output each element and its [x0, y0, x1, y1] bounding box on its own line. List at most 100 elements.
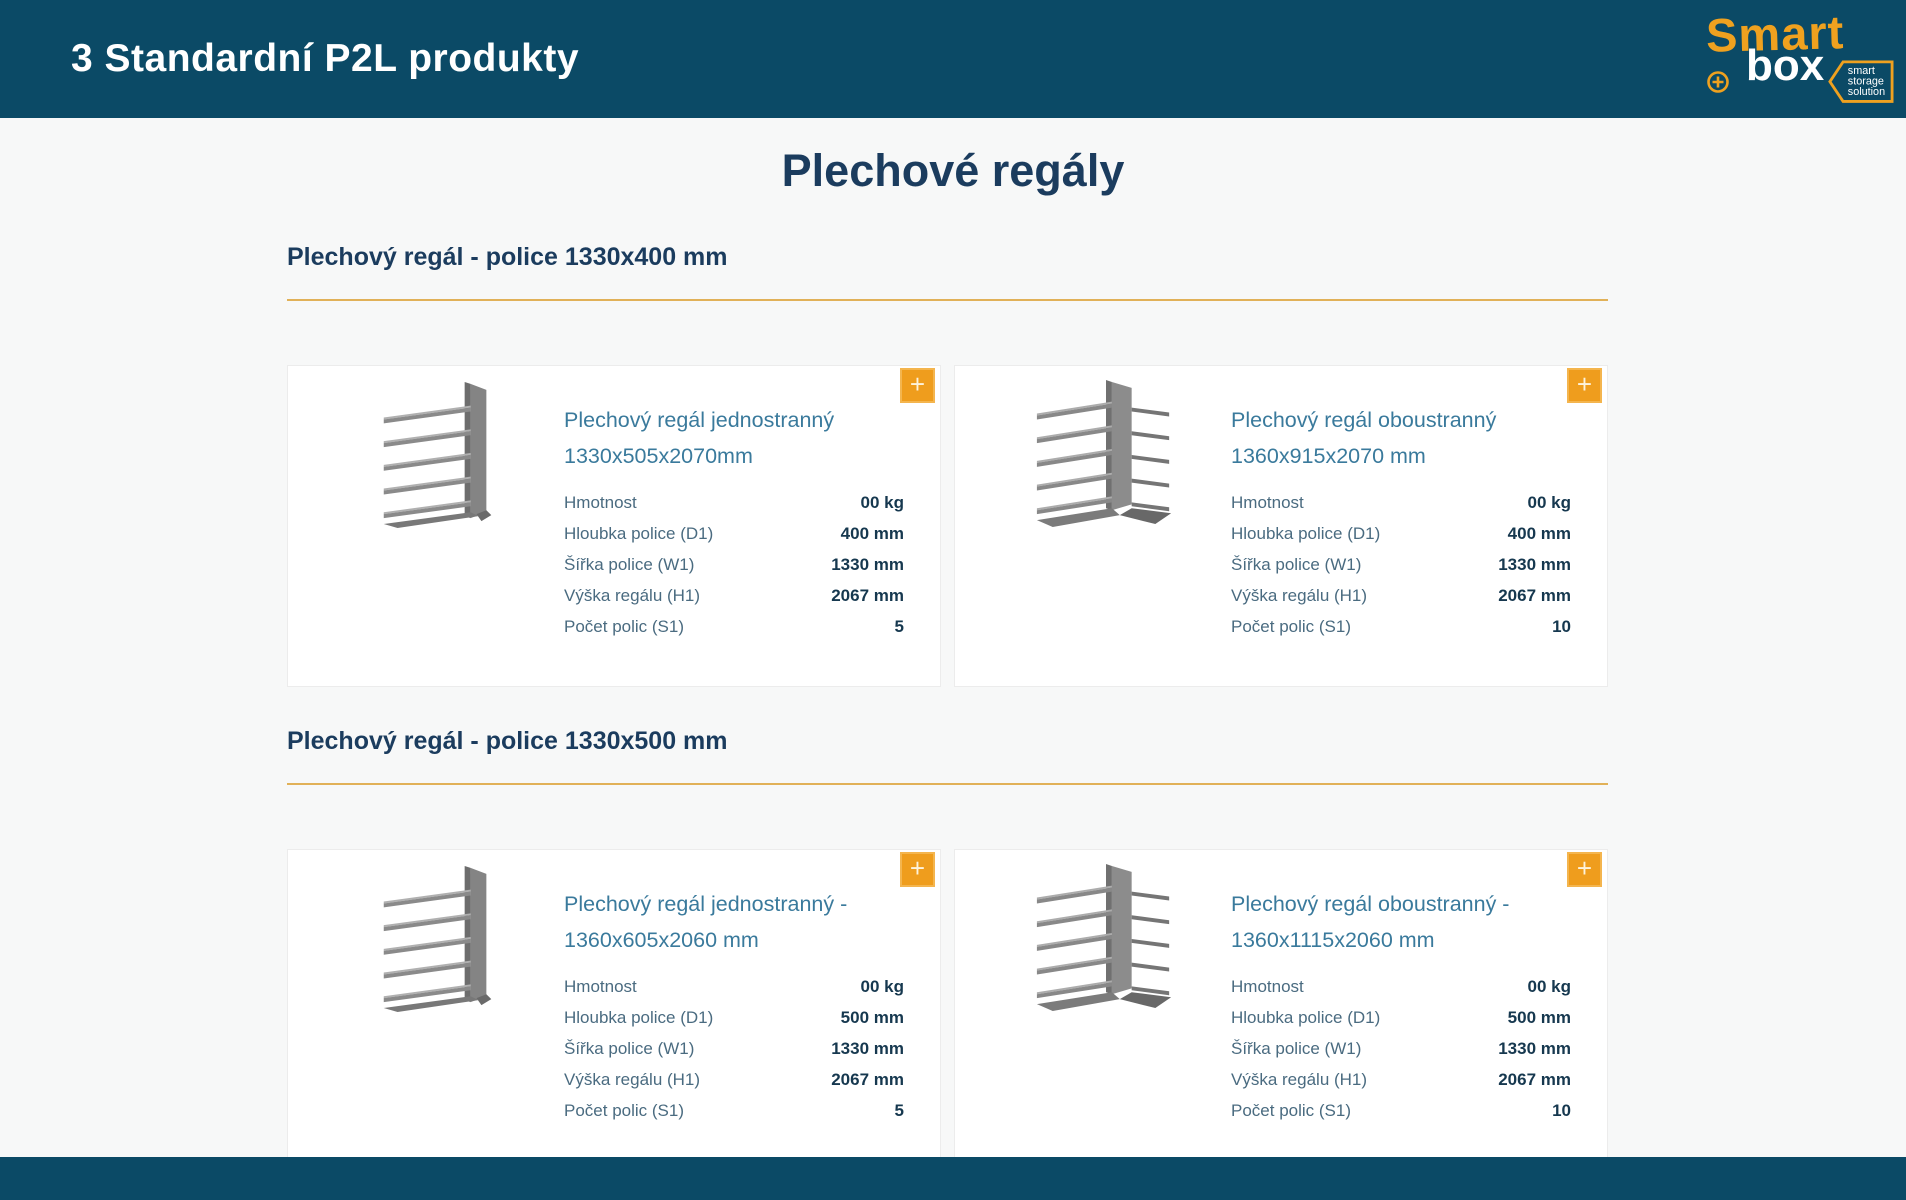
spec-value: 1330 mm	[1498, 1038, 1571, 1058]
spec-value: 00 kg	[1527, 976, 1571, 996]
shelf-double-icon	[1027, 378, 1185, 528]
spec-value: 2067 mm	[1498, 1069, 1571, 1089]
product-title: Plechový regál jednostranný 1330x505x207…	[564, 408, 835, 468]
spec-label: Hloubka police (D1)	[1231, 523, 1381, 543]
product-info: Plechový regál oboustranný - 1360x1115x2…	[1231, 886, 1571, 1126]
shelf-double-icon	[1027, 862, 1185, 1012]
spec-label: Výška regálu (H1)	[564, 1069, 701, 1089]
spec-row: Počet polic (S1) 10	[1231, 611, 1571, 642]
add-button[interactable]: +	[1567, 852, 1602, 887]
tagline-chevron-outline	[1828, 60, 1894, 103]
spec-row: Hmotnost 00 kg	[1231, 971, 1571, 1002]
spec-label: Hmotnost	[1231, 976, 1304, 996]
spec-row: Počet polic (S1) 5	[564, 611, 904, 642]
tagline-line: storage	[1848, 76, 1884, 88]
spec-label: Šířka police (W1)	[564, 554, 695, 574]
product-title: Plechový regál oboustranný - 1360x1115x2…	[1231, 892, 1510, 952]
plus-icon: +	[909, 853, 926, 883]
spec-label: Hmotnost	[564, 492, 637, 512]
section-heading: Plechový regál - police 1330x500 mm	[287, 727, 728, 755]
spec-value: 400 mm	[840, 523, 904, 543]
spec-label: Počet polic (S1)	[564, 1100, 684, 1120]
product-title: Plechový regál oboustranný 1360x915x2070…	[1231, 408, 1497, 468]
spec-value: 00 kg	[860, 976, 904, 996]
header-title: 3 Standardní P2L produkty	[71, 37, 580, 80]
product-card: + Plechový regál oboustranný - 1360x1115…	[954, 849, 1608, 1171]
tagline-line: smart	[1848, 65, 1875, 77]
spec-row: Šířka police (W1) 1330 mm	[564, 1033, 904, 1064]
spec-row: Výška regálu (H1) 2067 mm	[564, 580, 904, 611]
spec-value: 1330 mm	[1498, 554, 1571, 574]
shelf-single-icon	[360, 862, 518, 1012]
product-card: + Plechový regál jednostranný 1330x505x2…	[287, 365, 941, 687]
plus-icon: +	[909, 369, 926, 399]
spec-row: Hloubka police (D1) 400 mm	[564, 518, 904, 549]
product-card: + Plechový regál oboustranný 1360x915x20…	[954, 365, 1608, 687]
spec-label: Hmotnost	[1231, 492, 1304, 512]
tagline-line: solution	[1848, 86, 1885, 98]
spec-value: 2067 mm	[831, 585, 904, 605]
spec-label: Počet polic (S1)	[564, 616, 684, 636]
spec-label: Hloubka police (D1)	[1231, 1007, 1381, 1027]
footer-bar	[0, 1157, 1906, 1200]
product-info: Plechový regál jednostranný - 1360x605x2…	[564, 886, 904, 1126]
spec-label: Počet polic (S1)	[1231, 1100, 1351, 1120]
spec-row: Hmotnost 00 kg	[564, 971, 904, 1002]
spec-row: Počet polic (S1) 10	[1231, 1095, 1571, 1126]
spec-row: Výška regálu (H1) 2067 mm	[1231, 1064, 1571, 1095]
spec-value: 10	[1552, 1100, 1571, 1120]
spec-value: 500 mm	[1507, 1007, 1571, 1027]
spec-row: Výška regálu (H1) 2067 mm	[1231, 580, 1571, 611]
smartbox-logo: Smart box smart storage solution	[1704, 5, 1896, 110]
spec-value: 5	[894, 1100, 904, 1120]
product-title: Plechový regál jednostranný - 1360x605x2…	[564, 892, 848, 952]
spec-label: Hloubka police (D1)	[564, 1007, 714, 1027]
spec-label: Hmotnost	[564, 976, 637, 996]
section-heading: Plechový regál - police 1330x400 mm	[287, 243, 728, 271]
spec-value: 500 mm	[840, 1007, 904, 1027]
shelf-single-icon	[360, 378, 518, 528]
add-button[interactable]: +	[900, 852, 935, 887]
spec-row: Hmotnost 00 kg	[1231, 487, 1571, 518]
spec-label: Šířka police (W1)	[564, 1038, 695, 1058]
spec-value: 00 kg	[860, 492, 904, 512]
product-info: Plechový regál jednostranný 1330x505x207…	[564, 402, 904, 642]
spec-row: Šířka police (W1) 1330 mm	[564, 549, 904, 580]
section-divider	[287, 783, 1608, 785]
logo-tagline-badge: smart storage solution	[1828, 60, 1894, 104]
spec-value: 00 kg	[1527, 492, 1571, 512]
spec-label: Výška regálu (H1)	[1231, 585, 1368, 605]
logo-box-text: box	[1746, 41, 1825, 90]
add-button[interactable]: +	[1567, 368, 1602, 403]
product-card: + Plechový regál jednostranný - 1360x605…	[287, 849, 941, 1171]
spec-value: 2067 mm	[1498, 585, 1571, 605]
spec-row: Hmotnost 00 kg	[564, 487, 904, 518]
product-info: Plechový regál oboustranný 1360x915x2070…	[1231, 402, 1571, 642]
section-divider	[287, 299, 1608, 301]
spec-row: Výška regálu (H1) 2067 mm	[564, 1064, 904, 1095]
spec-value: 5	[894, 616, 904, 636]
spec-row: Hloubka police (D1) 500 mm	[1231, 1002, 1571, 1033]
spec-label: Výška regálu (H1)	[1231, 1069, 1368, 1089]
add-button[interactable]: +	[900, 368, 935, 403]
spec-value: 400 mm	[1507, 523, 1571, 543]
spec-value: 1330 mm	[831, 554, 904, 574]
spec-label: Hloubka police (D1)	[564, 523, 714, 543]
header-bar: 3 Standardní P2L produkty Smart box smar…	[0, 0, 1906, 118]
spec-row: Šířka police (W1) 1330 mm	[1231, 549, 1571, 580]
spec-row: Hloubka police (D1) 500 mm	[564, 1002, 904, 1033]
spec-value: 10	[1552, 616, 1571, 636]
spec-label: Šířka police (W1)	[1231, 554, 1362, 574]
spec-label: Počet polic (S1)	[1231, 616, 1351, 636]
spec-label: Výška regálu (H1)	[564, 585, 701, 605]
spec-value: 1330 mm	[831, 1038, 904, 1058]
spec-label: Šířka police (W1)	[1231, 1038, 1362, 1058]
logo-plus-circle-icon	[1706, 70, 1730, 94]
plus-icon: +	[1576, 853, 1593, 883]
spec-row: Počet polic (S1) 5	[564, 1095, 904, 1126]
page-title: Plechové regály	[781, 145, 1125, 196]
spec-row: Šířka police (W1) 1330 mm	[1231, 1033, 1571, 1064]
spec-value: 2067 mm	[831, 1069, 904, 1089]
spec-row: Hloubka police (D1) 400 mm	[1231, 518, 1571, 549]
plus-icon: +	[1576, 369, 1593, 399]
